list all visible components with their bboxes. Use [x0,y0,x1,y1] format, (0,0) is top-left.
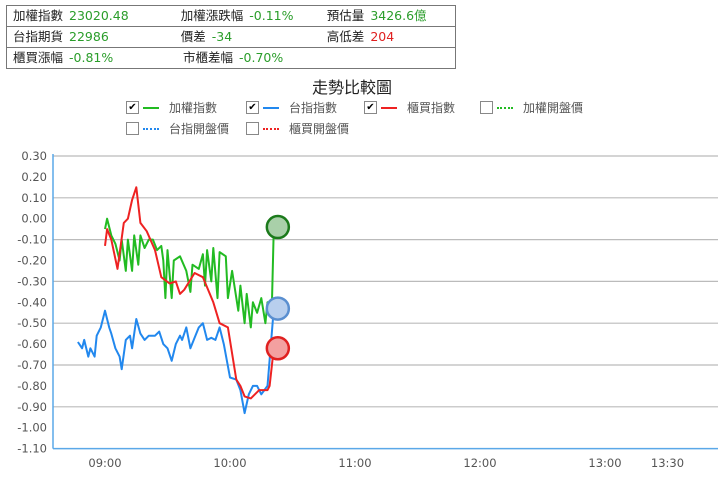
y-tick-label: 0.30 [21,149,47,163]
legend-item[interactable]: 加權開盤價 [480,99,583,116]
x-tick-label: 11:00 [338,456,371,470]
info-row: 加權指數 23020.48 加權漲跌幅 -0.11% 預估量 3426.6億 [7,6,455,27]
info-cell: 預估量 3426.6億 [321,6,455,26]
legend-swatch [143,106,159,109]
info-row: 櫃買漲幅 -0.81% 市櫃差幅 -0.70% [7,48,455,68]
legend-checkbox[interactable]: ✔ [364,101,377,114]
y-tick-label: -0.60 [17,337,47,351]
y-tick-label: -1.10 [17,442,47,456]
y-tick-label: -0.20 [17,254,47,268]
info-value: 23020.48 [69,8,129,23]
legend-swatch [263,106,279,109]
info-cell: 櫃買漲幅 -0.81% [7,48,177,68]
legend-label: 台指開盤價 [169,122,230,136]
y-tick-label: 0.00 [21,212,47,226]
legend-swatch [381,106,397,109]
legend-label: 台指指數 [289,101,338,115]
info-value: -0.81% [69,50,114,65]
legend-checkbox[interactable] [480,101,493,114]
info-cell: 高低差 204 [321,27,455,47]
x-tick-label: 13:30 [651,456,684,470]
info-label: 價差 [180,29,206,44]
x-tick-label: 09:00 [88,456,121,470]
legend-item[interactable]: ✔ 櫃買指數 [364,99,455,116]
info-cell: 加權指數 23020.48 [7,6,175,26]
legend-checkbox[interactable] [246,122,259,135]
x-tick-label: 10:00 [213,456,246,470]
y-tick-label: -0.90 [17,400,47,414]
info-label: 加權漲跌幅 [180,8,244,23]
info-label: 預估量 [326,8,365,23]
series-line [104,186,275,400]
info-value: 3426.6億 [370,8,427,23]
info-cell: 加權漲跌幅 -0.11% [175,6,321,26]
info-value: -0.70% [239,50,284,65]
legend-checkbox[interactable] [126,122,139,135]
info-value: -0.11% [249,8,294,23]
market-info-panel: 加權指數 23020.48 加權漲跌幅 -0.11% 預估量 3426.6億台指期貨 229… [6,5,456,69]
chart-title: 走勢比較圖 [312,78,393,97]
info-label: 高低差 [326,29,365,44]
legend-swatch [497,106,513,109]
last-value-marker [265,296,291,321]
y-tick-label: 0.20 [21,170,47,184]
series-line [104,217,275,329]
info-row: 台指期貨 22986 價差 -34 高低差 204 [7,27,455,48]
x-tick-label: 12:00 [463,456,496,470]
info-label: 加權指數 [13,8,64,23]
y-tick-label: -0.40 [17,295,47,309]
y-tick-label: -0.30 [17,274,47,288]
y-tick-label: -0.80 [17,379,47,393]
legend-label: 櫃買指數 [407,101,456,115]
last-value-marker [265,336,291,361]
legend-label: 加權開盤價 [523,101,584,115]
info-cell: 價差 -34 [175,27,321,47]
y-tick-label: -0.10 [17,233,47,247]
legend-item[interactable]: 台指開盤價 [126,120,229,137]
y-tick-label: -0.70 [17,358,47,372]
x-tick-label: 13:00 [588,456,621,470]
y-tick-label: -0.50 [17,316,47,330]
info-cell: 台指期貨 22986 [7,27,175,47]
legend-item[interactable]: 櫃買開盤價 [246,120,349,137]
info-value: 204 [370,29,395,44]
info-cell: 市櫃差幅 -0.70% [177,48,325,68]
legend-checkbox[interactable]: ✔ [246,101,259,114]
y-tick-label: 0.10 [21,191,47,205]
info-label: 市櫃差幅 [183,50,234,65]
legend-item[interactable]: ✔ 台指指數 [246,99,337,116]
legend-label: 櫃買開盤價 [289,122,350,136]
info-label: 台指期貨 [13,29,64,44]
info-value: -34 [211,29,233,44]
legend-item[interactable]: ✔ 加權指數 [126,99,217,116]
legend-swatch [263,127,279,130]
last-value-marker [265,214,291,240]
info-label: 櫃買漲幅 [13,50,64,65]
series-line [77,308,275,415]
legend-checkbox[interactable]: ✔ [126,101,139,114]
info-value: 22986 [69,29,109,44]
legend-label: 加權指數 [169,101,218,115]
legend-swatch [143,127,159,130]
y-tick-label: -1.00 [17,421,47,435]
